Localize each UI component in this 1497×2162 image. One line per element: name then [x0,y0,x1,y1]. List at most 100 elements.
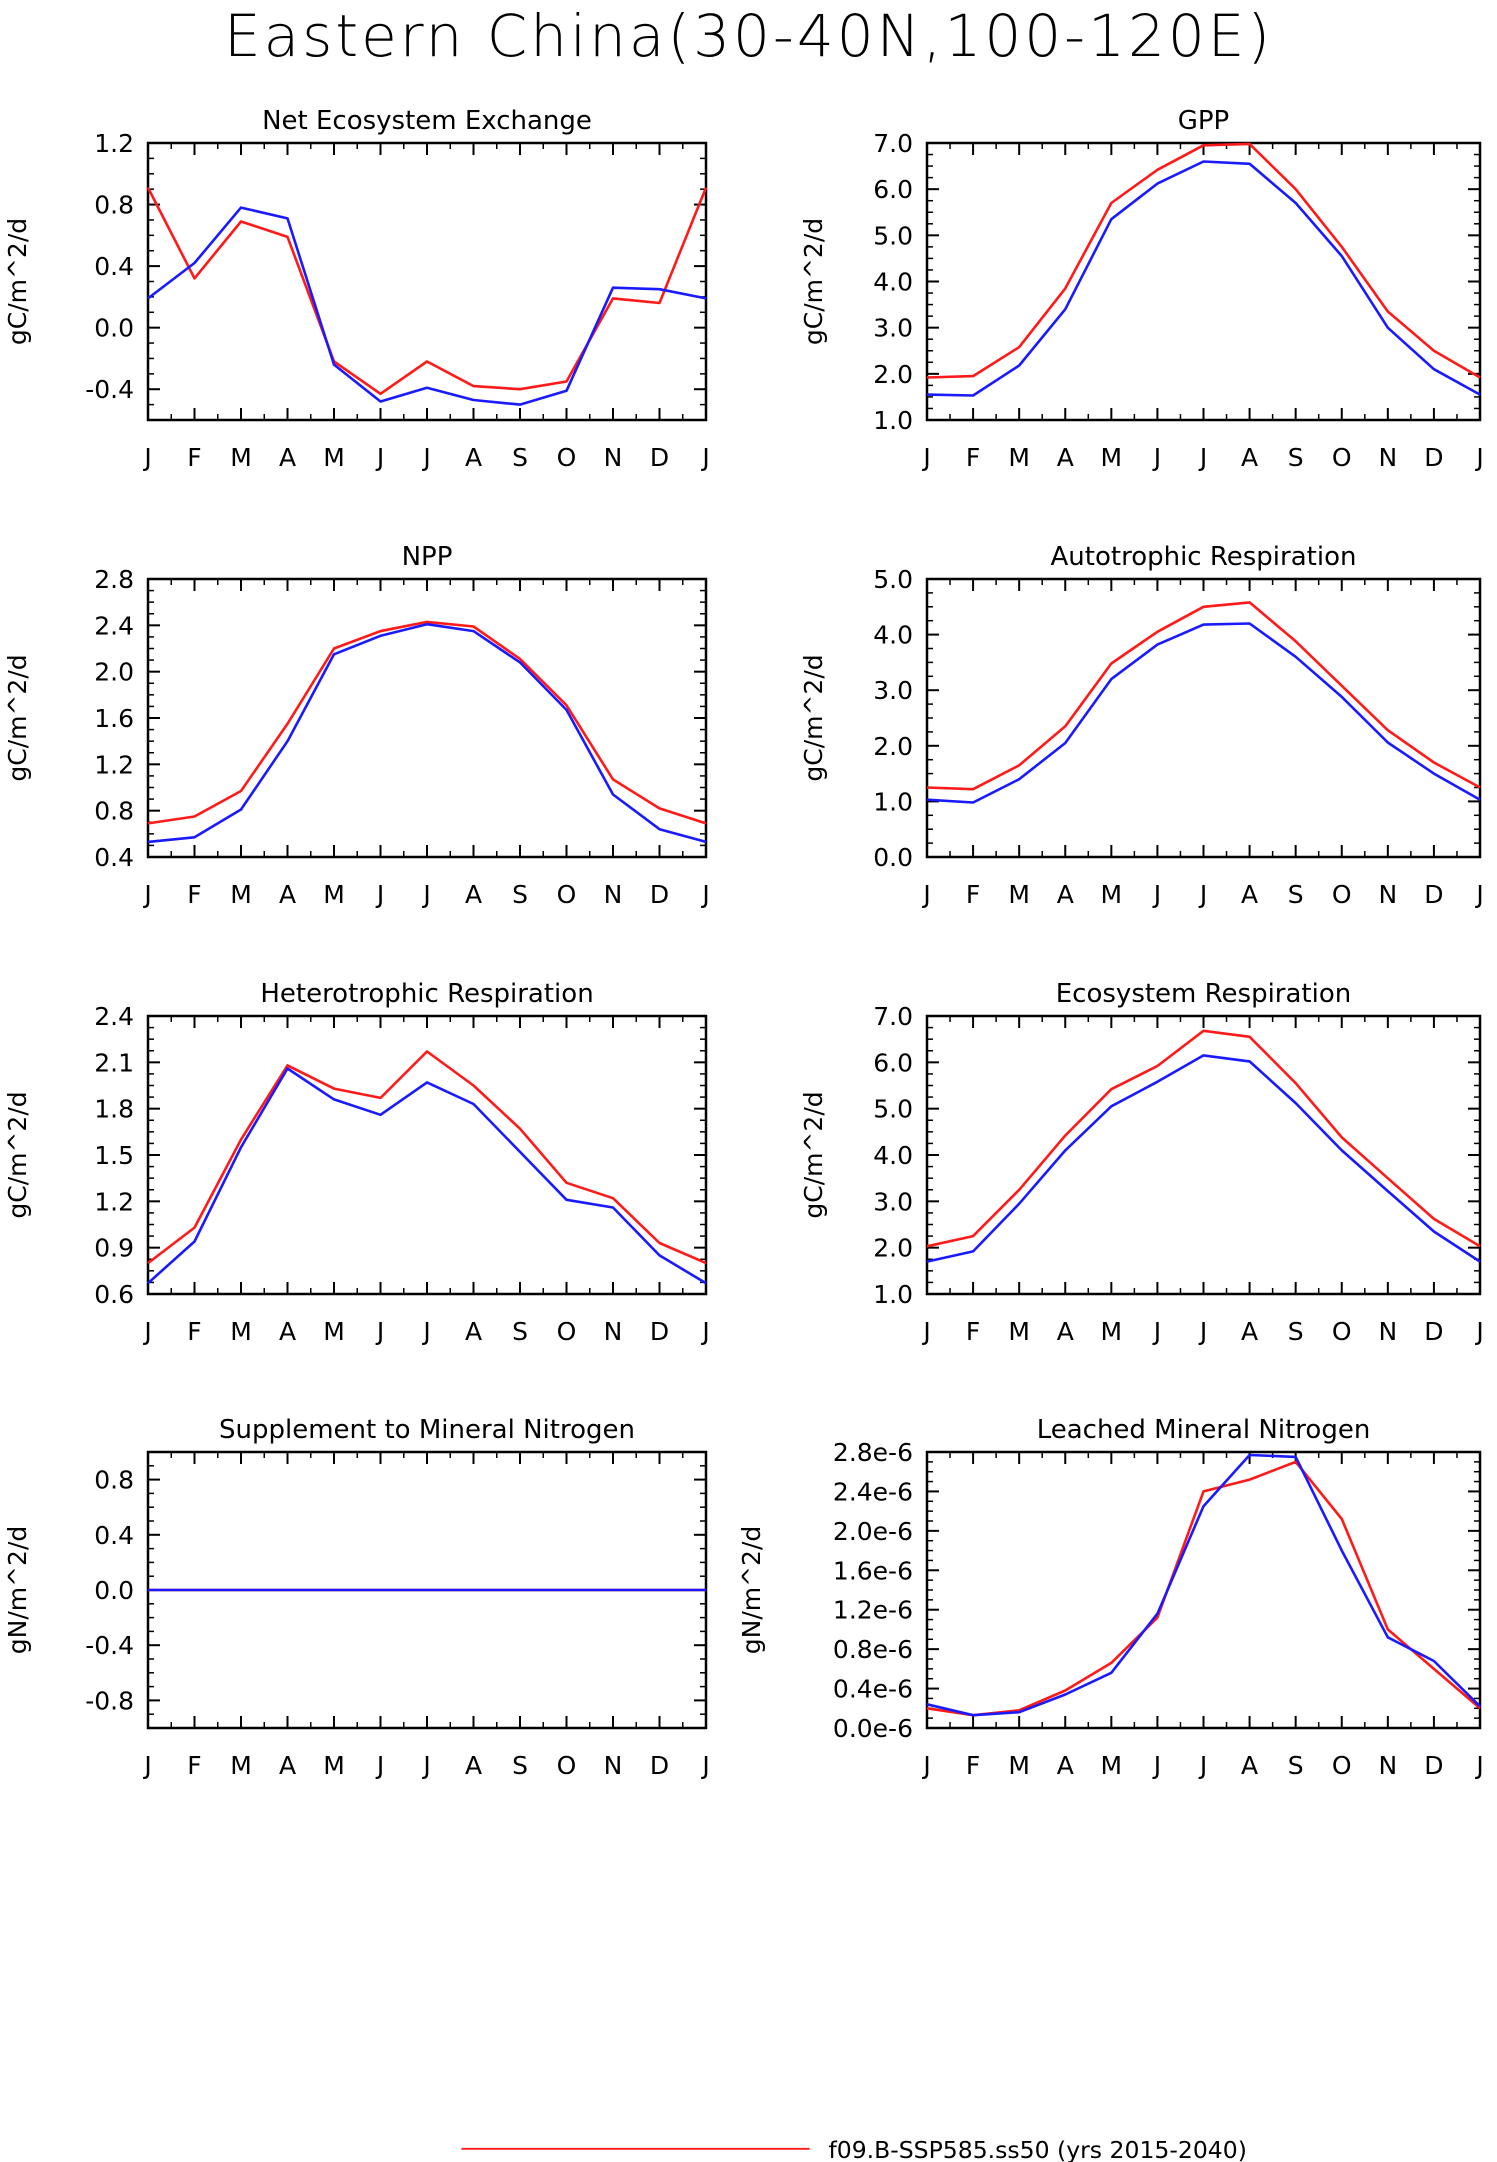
x-tick-label: J [700,880,709,909]
series-line-red [926,601,1481,791]
x-tick-label: D [650,443,669,472]
series-line-blue [926,1054,1481,1263]
y-tick-label: 0.4e-6 [833,1675,913,1704]
x-tick-label: D [1424,880,1443,909]
x-tick-label: A [465,443,482,472]
x-tick-label: J [921,1751,930,1780]
x-tick-label: J [700,1751,709,1780]
x-tick-label: J [1152,443,1161,472]
series-line-blue [926,160,1481,397]
y-axis-label: gC/m^2/d [3,218,32,345]
x-tick-label: M [1101,880,1123,909]
x-tick-label: O [1332,1317,1352,1346]
x-tick-label: O [557,1751,577,1780]
y-axis-label: gC/m^2/d [799,1091,828,1218]
y-tick-label: 7.0 [873,129,913,158]
x-tick-label: J [700,443,709,472]
x-tick-label: D [650,1751,669,1780]
x-tick-label: A [1057,1751,1074,1780]
x-tick-label: M [323,1751,345,1780]
y-tick-label: 0.8e-6 [833,1635,913,1664]
series-line-blue [926,1453,1481,1717]
y-tick-label: 0.0 [873,843,913,872]
y-tick-label: 2.0 [873,360,913,389]
x-tick-label: M [1101,443,1123,472]
y-tick-label: -0.8 [85,1686,134,1715]
x-tick-label: A [279,1317,296,1346]
x-tick-label: J [1152,880,1161,909]
x-tick-label: F [966,443,980,472]
x-tick-label: D [650,1317,669,1346]
x-tick-label: J [142,880,151,909]
x-tick-label: N [604,1317,623,1346]
x-tick-label: A [1057,880,1074,909]
x-tick-label: D [650,880,669,909]
y-tick-label: 5.0 [873,221,913,250]
x-tick-label: S [1288,880,1304,909]
x-tick-label: M [1101,1751,1123,1780]
series-line-red [926,142,1481,379]
x-tick-label: J [375,1317,384,1346]
chart-title: Heterotrophic Respiration [260,979,593,1009]
x-tick-label: F [187,1751,201,1780]
y-tick-label: 0.8 [94,1466,134,1495]
x-tick-label: J [921,880,930,909]
x-tick-label: F [187,880,201,909]
y-tick-label: 1.0 [873,1280,913,1309]
x-tick-label: A [1241,1751,1258,1780]
x-tick-label: J [142,1317,151,1346]
chart-title: Autotrophic Respiration [1051,542,1357,572]
x-tick-label: S [1288,1751,1304,1780]
x-tick-label: J [700,1317,709,1346]
x-tick-label: S [512,443,528,472]
y-tick-label: 2.4 [94,1002,134,1031]
series-line-blue [147,622,707,844]
y-tick-label: 1.0 [873,406,913,435]
x-tick-label: A [1057,443,1074,472]
y-tick-label: 0.0 [94,1576,134,1605]
y-tick-label: 5.0 [873,1095,913,1124]
y-tick-label: 1.2 [94,1187,134,1216]
y-tick-label: 4.0 [873,621,913,650]
chart-title: Net Ecosystem Exchange [262,106,592,136]
series-line-blue [147,1067,707,1285]
x-tick-label: A [1241,443,1258,472]
x-tick-label: D [1424,1317,1443,1346]
series-line-red [146,187,708,396]
x-tick-label: M [1008,880,1030,909]
y-tick-label: 1.2e-6 [833,1596,913,1625]
x-tick-label: J [375,1751,384,1780]
x-tick-label: M [230,1751,252,1780]
x-tick-label: M [323,880,345,909]
x-tick-label: J [1198,1751,1207,1780]
y-tick-label: 2.4e-6 [833,1477,913,1506]
x-tick-label: J [1474,1317,1483,1346]
x-tick-label: N [1378,880,1397,909]
x-tick-label: S [512,1317,528,1346]
y-tick-label: 2.4 [94,611,134,640]
x-tick-label: J [142,1751,151,1780]
x-tick-label: O [557,443,577,472]
x-tick-label: A [279,1751,296,1780]
x-tick-label: J [1474,443,1483,472]
x-tick-label: F [187,443,201,472]
x-tick-label: S [512,1751,528,1780]
y-axis-label: gC/m^2/d [799,218,828,345]
y-tick-label: 2.0e-6 [833,1517,913,1546]
y-tick-label: 4.0 [873,268,913,297]
y-tick-label: 2.1 [94,1048,134,1077]
x-tick-label: O [1332,1751,1352,1780]
legend: f09.B-SSP585.ss50 (yrs 2015-2040) [461,2136,1247,2162]
plot-frame [925,577,1482,859]
y-tick-label: -0.4 [85,1631,134,1660]
y-tick-label: 3.0 [873,1187,913,1216]
x-tick-label: J [1152,1317,1161,1346]
x-tick-label: N [604,1751,623,1780]
plot-frame [925,1014,1482,1296]
page-title: Eastern China(30-40N,100-120E) [223,2,1274,70]
series-line-red [147,620,707,825]
y-axis-label: gN/m^2/d [3,1526,32,1655]
x-tick-label: D [1424,1751,1443,1780]
